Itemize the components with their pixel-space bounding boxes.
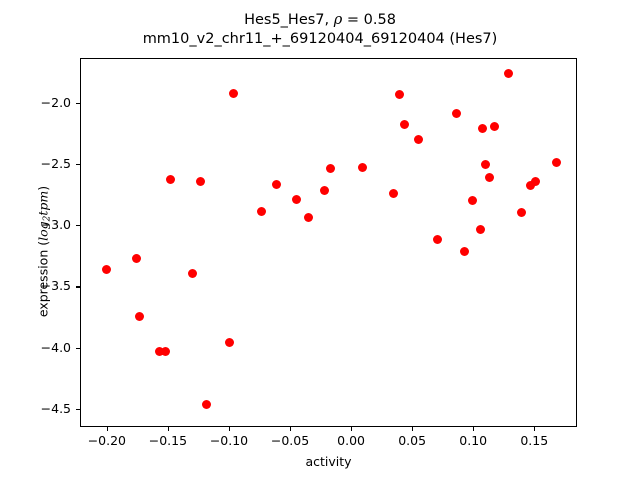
data-point (413, 134, 423, 144)
data-point (433, 234, 443, 244)
data-point (516, 208, 526, 218)
y-axis-label: expression (log2tpm) (36, 102, 53, 402)
data-point (400, 119, 410, 129)
data-point (304, 212, 314, 222)
data-point (271, 180, 281, 190)
y-axis-tick-label: −3.0 (40, 217, 71, 233)
rho-symbol: ρ (333, 12, 343, 28)
data-point (467, 196, 477, 206)
x-axis-tick (412, 427, 414, 431)
data-point (459, 246, 469, 256)
y-axis-tick (76, 286, 80, 288)
x-axis-tick (228, 427, 231, 431)
y-axis-tick-label: −4.0 (40, 339, 71, 355)
data-point (256, 206, 266, 216)
data-point (228, 89, 238, 99)
data-point (551, 157, 561, 167)
y-axis-label-suffix: ) (35, 185, 51, 191)
data-point (503, 68, 513, 78)
x-axis-tick-label: −0.10 (209, 433, 249, 448)
data-point (476, 224, 486, 234)
data-point (187, 268, 197, 278)
data-points-layer (81, 59, 576, 426)
x-axis-tick-label: 0.10 (459, 433, 488, 448)
data-point (319, 185, 329, 195)
data-point (525, 180, 535, 190)
x-axis-tick-label: −0.15 (148, 433, 188, 448)
data-point (292, 195, 302, 204)
y-axis-tick-label: −4.5 (40, 400, 71, 416)
y-axis-tick (76, 347, 80, 349)
x-axis-tick (290, 427, 292, 431)
data-point (155, 346, 165, 356)
chart-title-line-1: Hes5_Hes7, ρ = 0.58 (0, 11, 640, 30)
y-axis-tick-label: −2.0 (40, 95, 71, 111)
data-point (225, 337, 235, 347)
x-axis-tick-label: 0.00 (337, 433, 365, 448)
x-axis-tick (534, 427, 536, 431)
x-axis-tick-label: −0.20 (87, 433, 127, 448)
y-axis-tick (76, 225, 80, 227)
data-point (452, 109, 461, 119)
chart-title: Hes5_Hes7, ρ = 0.58 mm10_v2_chr11_+_6912… (0, 11, 640, 49)
x-axis-tick (167, 427, 169, 431)
plot-area (80, 58, 577, 427)
data-point (101, 265, 111, 275)
data-point (484, 173, 494, 183)
data-point (132, 254, 142, 264)
y-axis-tick-label: −2.5 (40, 156, 71, 172)
data-point (201, 400, 211, 410)
y-axis-tick-label: −3.5 (40, 278, 71, 294)
data-point (166, 174, 176, 184)
data-point (530, 176, 540, 186)
rho-value: = 0.58 (342, 12, 396, 28)
data-point (480, 160, 490, 170)
data-point (325, 163, 335, 173)
data-point (489, 122, 499, 132)
x-axis-tick (106, 427, 108, 431)
x-axis-tick (351, 427, 353, 431)
y-axis-tick (76, 408, 80, 410)
data-point (394, 89, 404, 99)
chart-title-line-2: mm10_v2_chr11_+_69120404_69120404 (Hes7) (142, 31, 498, 47)
x-axis-label: activity (305, 454, 352, 469)
x-axis-tick-label: 0.15 (520, 433, 549, 448)
data-point (195, 176, 205, 186)
y-axis-label-tpm: tpm (35, 190, 51, 216)
title-pair-label: Hes5_Hes7, (244, 12, 334, 28)
y-axis-tick (76, 164, 80, 166)
data-point (134, 311, 144, 321)
data-point (357, 162, 367, 172)
x-axis-tick-label: −0.05 (270, 433, 310, 448)
x-axis-tick (473, 427, 475, 431)
data-point (388, 188, 398, 198)
x-axis-tick-label: 0.05 (398, 433, 427, 448)
data-point (478, 123, 488, 133)
data-point (160, 346, 170, 356)
y-axis-tick (76, 103, 80, 105)
